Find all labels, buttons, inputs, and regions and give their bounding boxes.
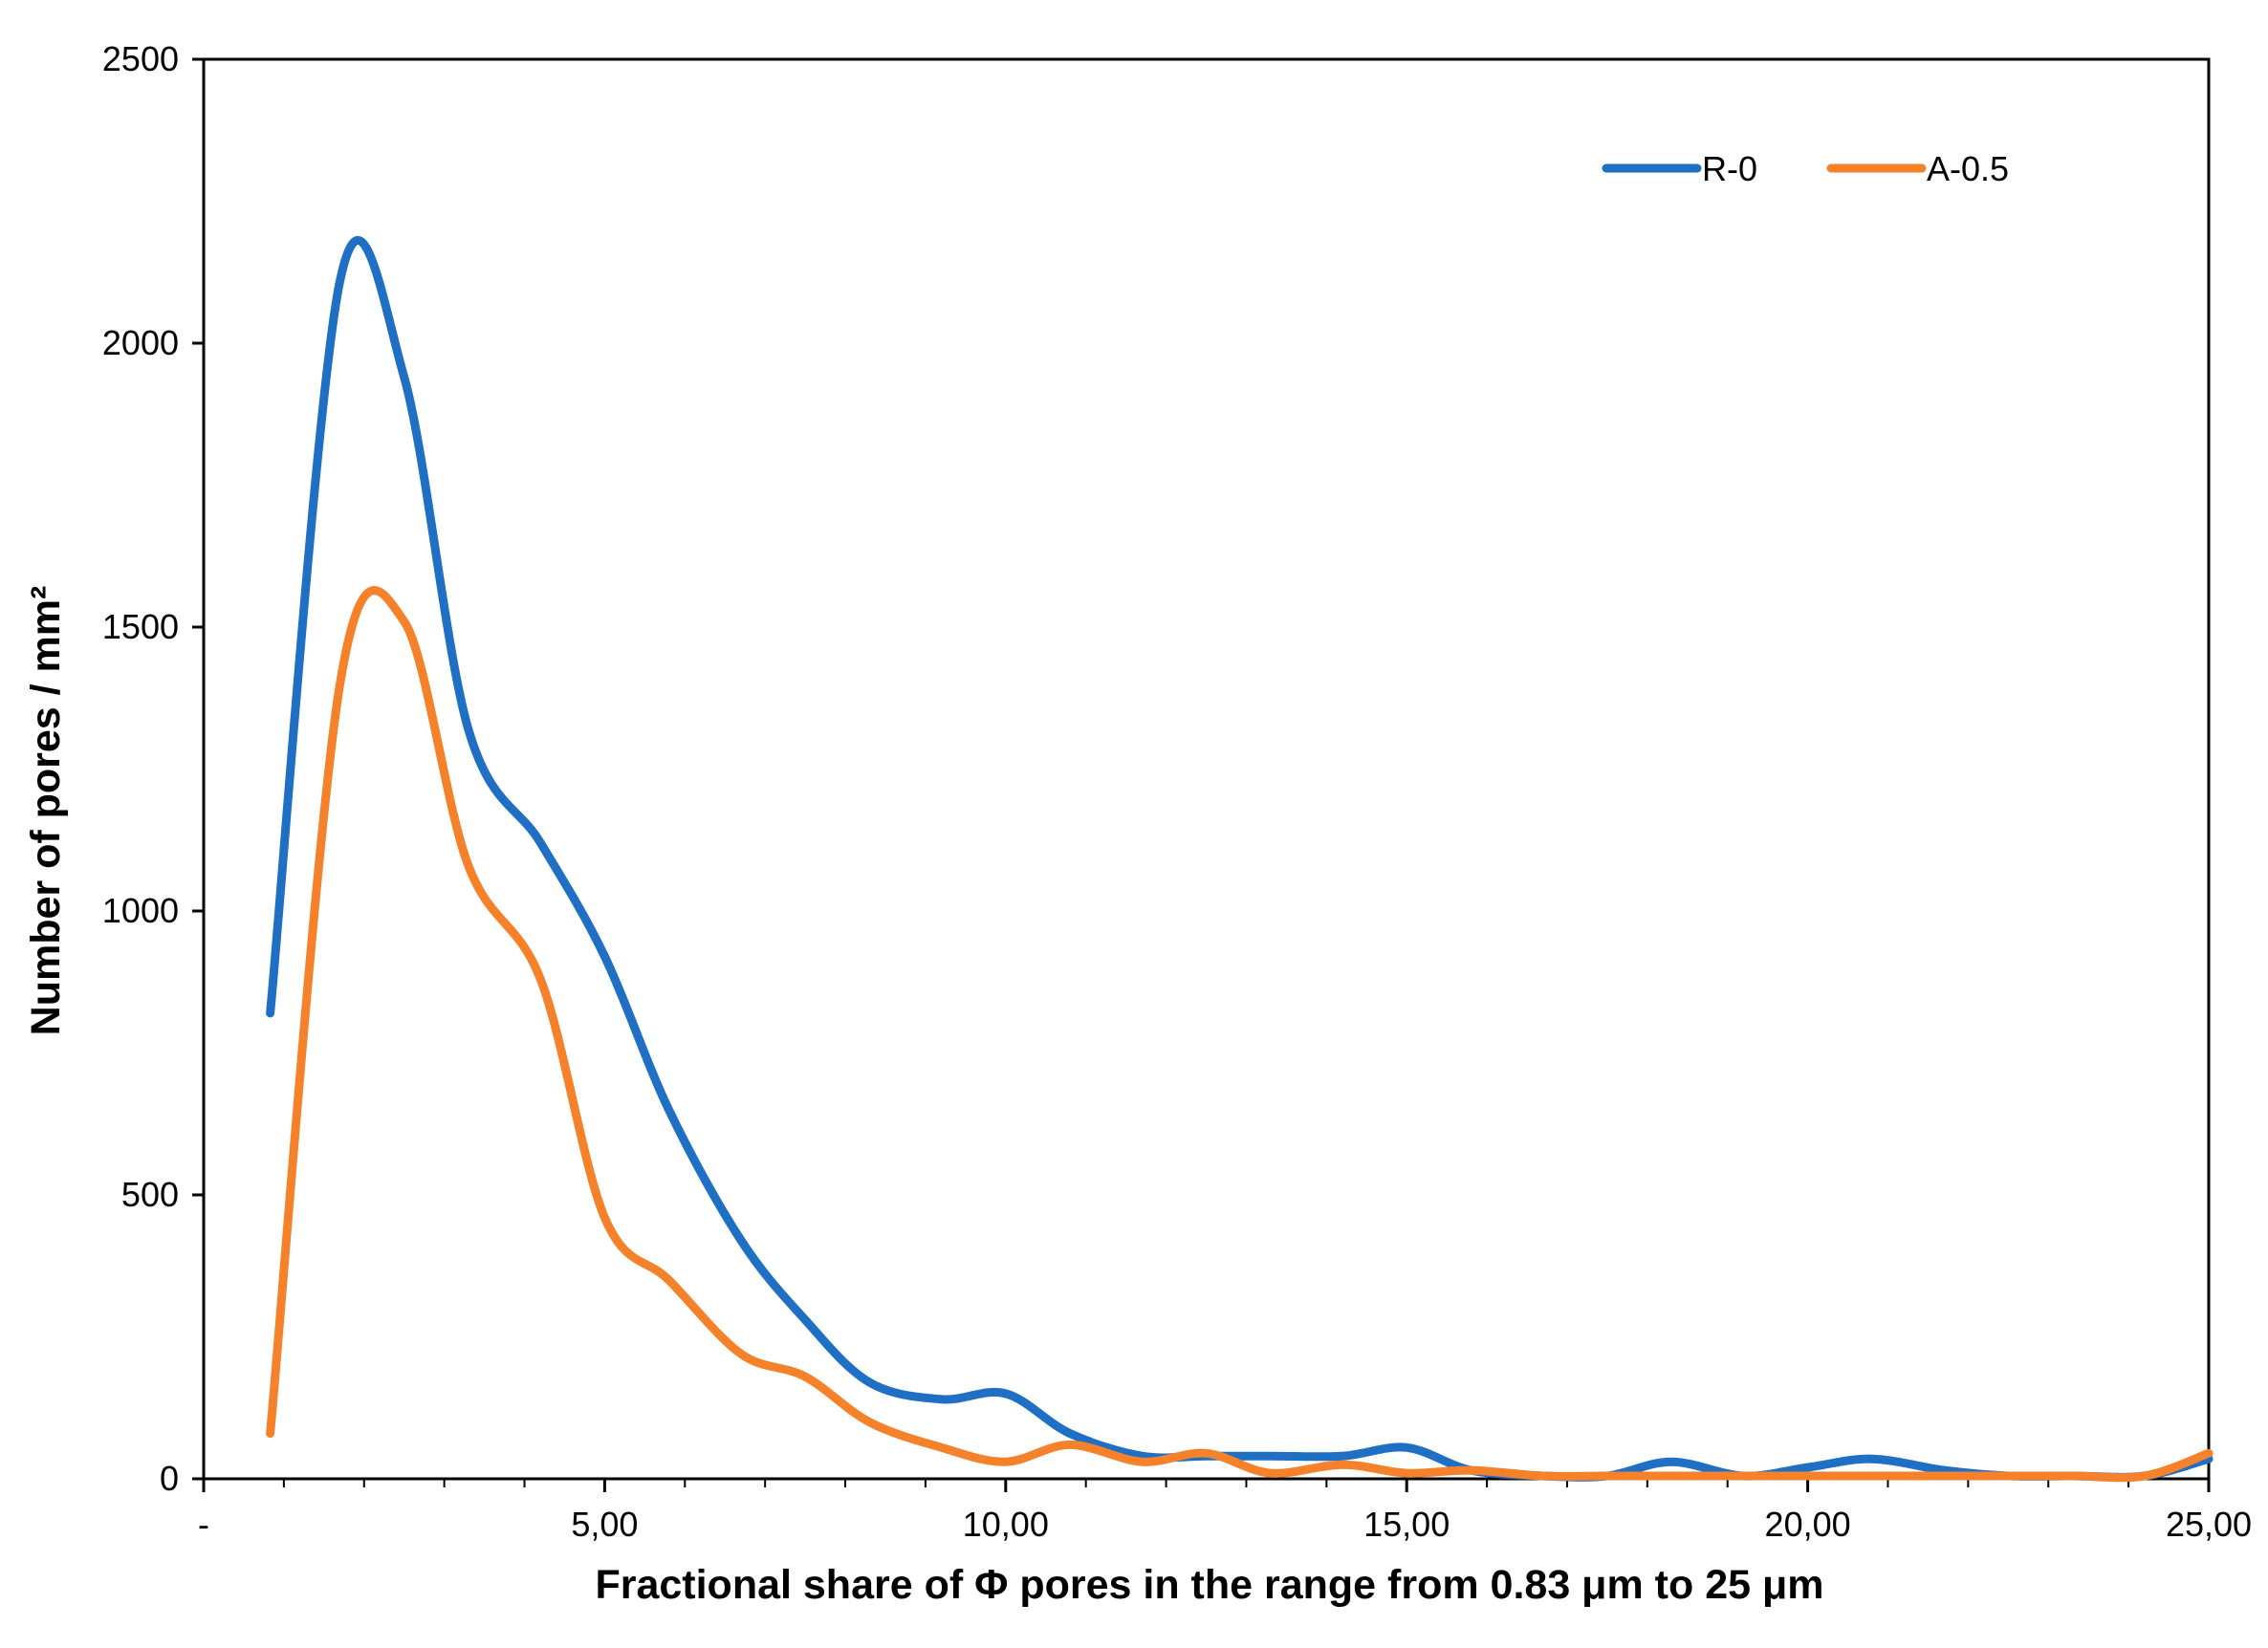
y-tick-label: 2500 bbox=[102, 39, 179, 78]
axes: 0 500 1000 1500 2000 2500 - 5,00 10,00 15,00 20,00… bbox=[102, 39, 2252, 1544]
y-tick-label: 1000 bbox=[102, 891, 179, 930]
series-line-a-0-5 bbox=[266, 586, 2213, 1483]
y-tick-label: 2000 bbox=[102, 323, 179, 362]
x-tick-label: 10,00 bbox=[963, 1505, 1049, 1544]
y-axis-title: Number of pores / mm² bbox=[23, 586, 69, 1036]
y-tick-label: 0 bbox=[160, 1459, 179, 1498]
plot-frame bbox=[202, 57, 2211, 1481]
x-tick-label: 25,00 bbox=[2166, 1505, 2252, 1544]
series-line-r-0 bbox=[266, 235, 2213, 1482]
y-tick-label: 1500 bbox=[102, 607, 179, 646]
x-axis-title: Fractional share of Φ pores in the range… bbox=[595, 1562, 1823, 1608]
x-tick-label: 15,00 bbox=[1363, 1505, 1450, 1544]
y-tick-label: 500 bbox=[121, 1175, 179, 1214]
series-lines bbox=[266, 235, 2213, 1483]
legend-label-r-0: R-0 bbox=[1702, 149, 1757, 188]
x-tick-label: 20,00 bbox=[1765, 1505, 1851, 1544]
x-tick-label: - bbox=[198, 1505, 209, 1544]
legend: R-0 A-0.5 bbox=[1602, 149, 2009, 188]
x-tick-label: 5,00 bbox=[571, 1505, 638, 1544]
legend-label-a-0-5: A-0.5 bbox=[1927, 149, 2009, 188]
